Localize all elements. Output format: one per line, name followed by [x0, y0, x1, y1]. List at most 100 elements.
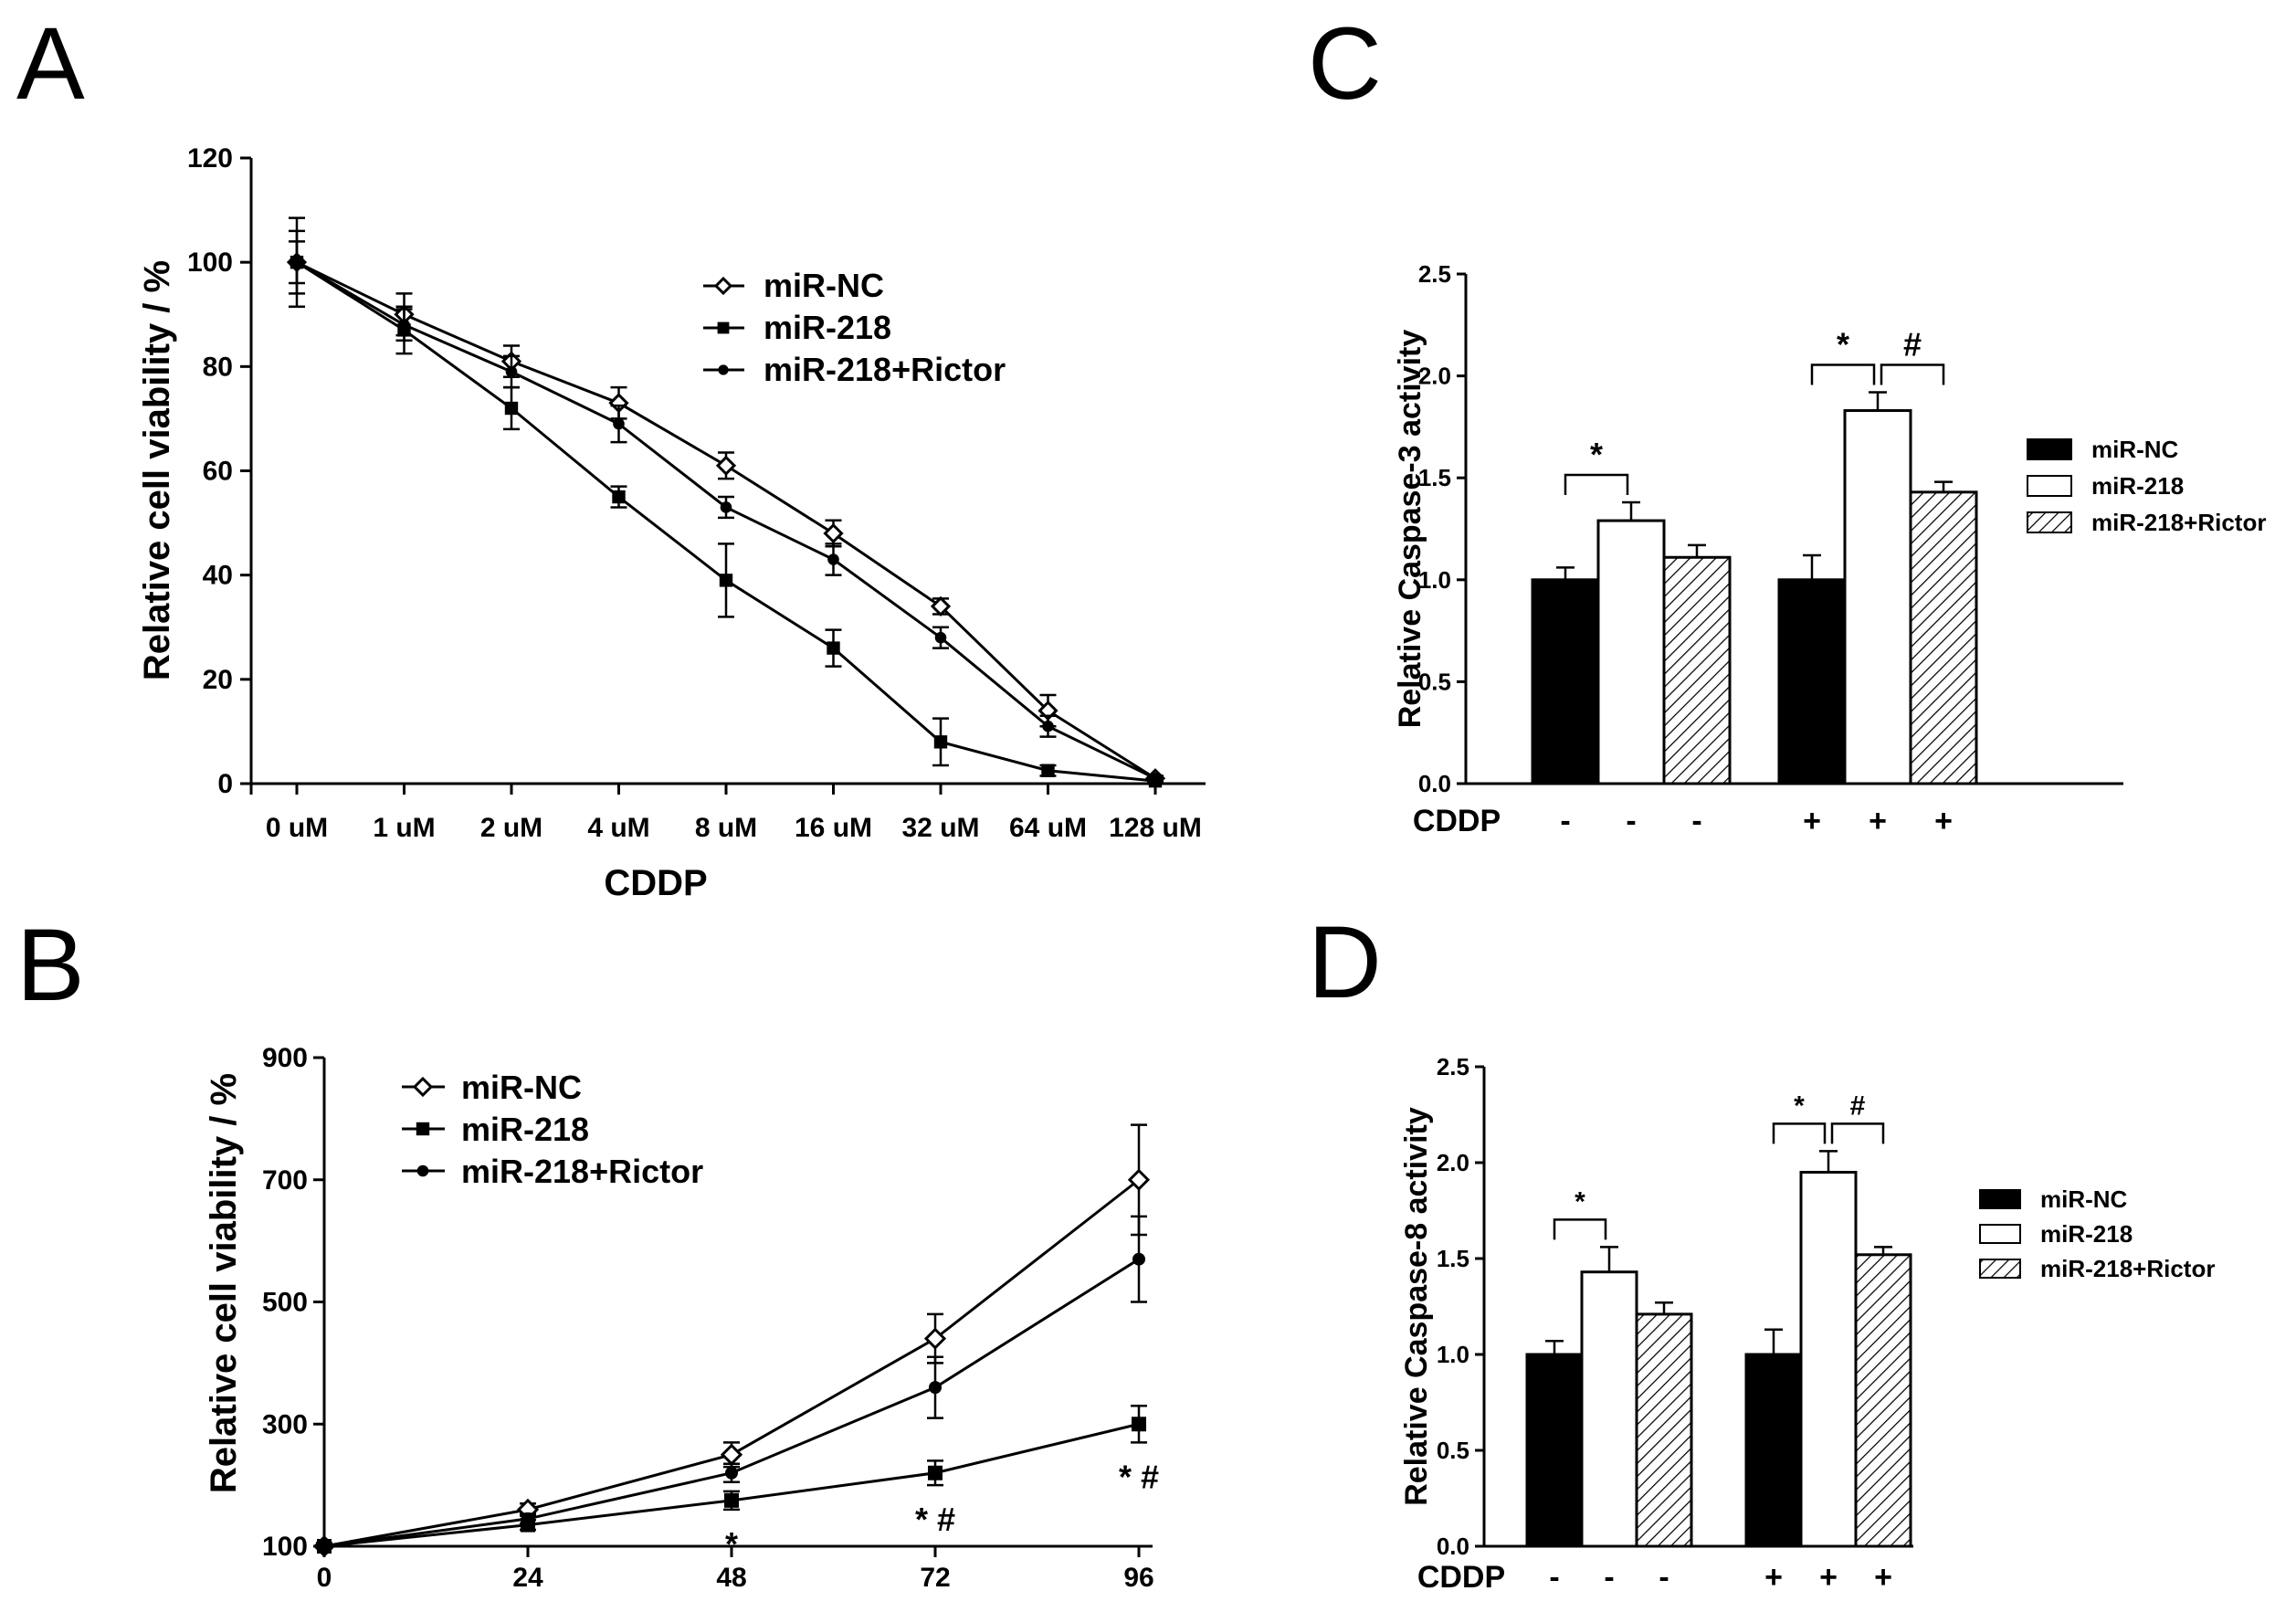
a-series-line-0 — [296, 260, 1156, 780]
d-y-tick-label: 2.5 — [1437, 1053, 1469, 1080]
c-y-tick-label: 1.5 — [1418, 464, 1451, 491]
a-y-tick-label: 120 — [187, 143, 233, 174]
b-y-tick-label: 700 — [262, 1165, 308, 1196]
a-series-line-2 — [296, 260, 1156, 780]
c-bar — [1843, 409, 1912, 785]
b-point — [923, 1327, 947, 1350]
a-legend-marker — [713, 276, 733, 296]
b-x-tick-label: 72 — [920, 1563, 950, 1593]
a-x-tick-label: 32 uM — [901, 813, 979, 843]
d-y-axis-title: Relative Caspase-8 activity — [1399, 1107, 1434, 1506]
b-y-tick-label: 900 — [262, 1043, 308, 1073]
a-x-tick-label: 128 uM — [1109, 813, 1202, 843]
c-significance-mark: # — [1903, 325, 1922, 363]
b-y-tick-label: 100 — [262, 1532, 308, 1562]
b-point — [724, 1492, 739, 1508]
c-legend-swatch — [2027, 511, 2072, 533]
b-point — [929, 1381, 942, 1395]
d-legend-label: miR-218 — [2040, 1220, 2133, 1248]
d-legend-label: miR-NC — [2040, 1185, 2128, 1213]
panel-letter-d: D — [1308, 905, 1382, 1019]
c-significance-bracket — [1810, 363, 1876, 385]
d-cddp-sign: + — [1764, 1560, 1783, 1595]
d-significance-mark: # — [1850, 1090, 1866, 1121]
a-point — [827, 553, 839, 565]
a-point — [505, 365, 518, 378]
d-significance-mark: * — [1794, 1090, 1805, 1121]
d-bar — [1744, 1353, 1803, 1548]
a-legend-marker — [718, 364, 729, 375]
d-y-tick-label: 0.5 — [1437, 1437, 1469, 1464]
d-legend-swatch — [1979, 1259, 2021, 1279]
c-y-tick-label: 0.0 — [1418, 770, 1451, 797]
d-cddp-sign: - — [1549, 1560, 1559, 1595]
b-point — [720, 1443, 743, 1466]
a-point — [934, 631, 947, 644]
c-significance-bracket — [1564, 473, 1629, 495]
d-cddp-sign: + — [1874, 1560, 1892, 1595]
a-y-axis-title: Relative cell viability / % — [137, 260, 177, 680]
d-cddp-sign: + — [1819, 1560, 1838, 1595]
b-point — [928, 1465, 943, 1480]
b-legend-label: miR-218 — [461, 1111, 589, 1148]
d-bar — [1525, 1353, 1584, 1548]
b-point — [1132, 1252, 1145, 1266]
a-legend-label: miR-218 — [764, 309, 891, 346]
d-cddp-sign: - — [1659, 1560, 1669, 1595]
a-x-tick-label: 8 uM — [695, 813, 757, 843]
b-x-tick-label: 96 — [1123, 1563, 1153, 1593]
panel-letter-c: C — [1308, 6, 1382, 121]
d-bar — [1854, 1253, 1912, 1548]
a-legend-marker — [717, 321, 730, 334]
a-point — [720, 501, 732, 513]
c-cddp-sign: + — [1934, 804, 1953, 838]
a-x-tick-label: 64 uM — [1009, 813, 1087, 843]
d-y-tick-label: 1.0 — [1437, 1341, 1469, 1368]
c-cddp-sign: - — [1691, 804, 1701, 838]
a-point — [715, 455, 737, 476]
c-significance-mark: * — [1837, 325, 1849, 363]
b-y-tick-label: 300 — [262, 1409, 308, 1439]
a-point — [1041, 764, 1055, 777]
a-point — [719, 574, 733, 587]
d-y-tick-label: 1.5 — [1437, 1245, 1469, 1272]
c-cddp-sign: + — [1803, 804, 1821, 838]
b-significance-mark: * # — [1119, 1458, 1159, 1495]
a-legend-label: miR-218+Rictor — [764, 351, 1006, 388]
b-point — [725, 1466, 738, 1480]
c-group-label: CDDP — [1413, 804, 1501, 838]
a-x-tick-label: 0 uM — [266, 813, 328, 843]
b-legend-label: miR-NC — [461, 1069, 582, 1106]
c-y-axis-title: Relative Caspase-3 activity — [1393, 330, 1427, 729]
d-bar — [1799, 1171, 1858, 1548]
a-y-tick-label: 80 — [203, 352, 233, 382]
a-point — [823, 522, 844, 544]
a-point — [612, 490, 626, 504]
b-point — [1127, 1168, 1151, 1191]
c-cddp-sign: - — [1626, 804, 1636, 838]
c-cddp-sign: - — [1560, 804, 1570, 838]
a-x-tick-label: 1 uM — [373, 813, 435, 843]
d-legend-label: miR-218+Rictor — [2040, 1255, 2215, 1282]
c-bar — [1662, 555, 1732, 785]
d-significance-mark: * — [1575, 1186, 1585, 1217]
d-cddp-sign: - — [1604, 1560, 1614, 1595]
b-legend-marker — [416, 1122, 430, 1136]
c-y-tick-label: 0.5 — [1418, 668, 1451, 695]
b-x-tick-label: 48 — [716, 1563, 746, 1593]
a-y-tick-label: 20 — [203, 665, 233, 695]
b-x-tick-label: 0 — [317, 1563, 332, 1593]
a-y-tick-label: 40 — [203, 561, 233, 591]
d-significance-bracket — [1553, 1218, 1607, 1240]
b-y-tick-label: 500 — [262, 1288, 308, 1318]
b-point — [521, 1512, 534, 1525]
c-significance-mark: * — [1590, 436, 1603, 473]
d-y-tick-label: 0.0 — [1437, 1533, 1469, 1560]
a-point — [398, 319, 410, 331]
c-y-tick-label: 2.0 — [1418, 363, 1451, 390]
c-bar — [1777, 578, 1847, 785]
c-legend-label: miR-NC — [2091, 436, 2179, 463]
a-x-tick-label: 4 uM — [587, 813, 649, 843]
c-y-tick-label: 2.5 — [1418, 260, 1451, 288]
